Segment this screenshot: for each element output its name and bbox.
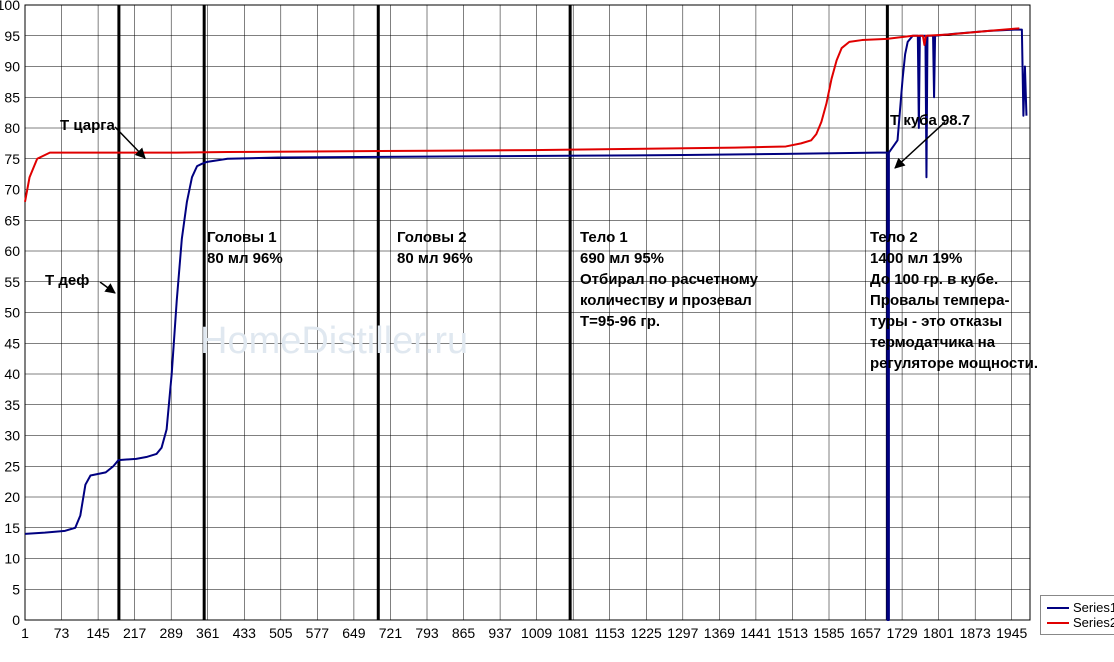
label-t-def: Т деф — [45, 270, 89, 291]
label-telo2: Тело 2 1400 мл 19% До 100 гр. в кубе. Пр… — [870, 227, 1038, 374]
svg-text:1657: 1657 — [850, 625, 881, 641]
svg-text:145: 145 — [86, 625, 110, 641]
svg-text:1: 1 — [21, 625, 29, 641]
svg-text:95: 95 — [4, 28, 20, 44]
svg-text:505: 505 — [269, 625, 293, 641]
svg-text:70: 70 — [4, 182, 20, 198]
legend-swatch-2 — [1047, 622, 1069, 624]
label-golovy2: Головы 2 80 мл 96% — [397, 227, 473, 269]
svg-text:50: 50 — [4, 305, 20, 321]
svg-text:60: 60 — [4, 243, 20, 259]
svg-text:1945: 1945 — [996, 625, 1027, 641]
svg-text:0: 0 — [12, 612, 20, 628]
legend-swatch-1 — [1047, 607, 1069, 609]
svg-text:1225: 1225 — [631, 625, 662, 641]
svg-text:361: 361 — [196, 625, 220, 641]
svg-text:80: 80 — [4, 120, 20, 136]
label-telo1: Тело 1 690 мл 95% Отбирал по расчетному … — [580, 227, 758, 332]
svg-text:577: 577 — [306, 625, 330, 641]
svg-text:15: 15 — [4, 520, 20, 536]
svg-text:73: 73 — [54, 625, 70, 641]
svg-text:100: 100 — [0, 0, 20, 13]
svg-text:1729: 1729 — [887, 625, 918, 641]
svg-text:75: 75 — [4, 151, 20, 167]
svg-text:85: 85 — [4, 89, 20, 105]
svg-text:1081: 1081 — [558, 625, 589, 641]
svg-text:649: 649 — [342, 625, 366, 641]
svg-text:793: 793 — [415, 625, 439, 641]
svg-text:865: 865 — [452, 625, 476, 641]
svg-text:25: 25 — [4, 458, 20, 474]
svg-text:1873: 1873 — [960, 625, 991, 641]
svg-text:289: 289 — [160, 625, 184, 641]
legend: Series1 Series2 — [1040, 595, 1114, 635]
svg-text:1441: 1441 — [740, 625, 771, 641]
legend-item-series2: Series2 — [1047, 615, 1114, 630]
svg-text:433: 433 — [233, 625, 257, 641]
legend-label-2: Series2 — [1073, 615, 1114, 630]
svg-text:1153: 1153 — [595, 625, 625, 641]
svg-text:1297: 1297 — [667, 625, 698, 641]
svg-text:721: 721 — [379, 625, 403, 641]
svg-text:1369: 1369 — [704, 625, 735, 641]
svg-text:30: 30 — [4, 428, 20, 444]
label-t-tsarga: Т царга — [60, 115, 115, 136]
svg-text:10: 10 — [4, 551, 20, 567]
svg-text:55: 55 — [4, 274, 20, 290]
svg-text:65: 65 — [4, 212, 20, 228]
svg-text:1009: 1009 — [521, 625, 552, 641]
svg-text:937: 937 — [488, 625, 512, 641]
svg-text:217: 217 — [123, 625, 147, 641]
svg-text:5: 5 — [12, 581, 20, 597]
svg-text:90: 90 — [4, 59, 20, 75]
legend-label-1: Series1 — [1073, 600, 1114, 615]
svg-text:20: 20 — [4, 489, 20, 505]
svg-text:45: 45 — [4, 335, 20, 351]
label-golovy1: Головы 1 80 мл 96% — [207, 227, 283, 269]
svg-text:1801: 1801 — [923, 625, 954, 641]
label-t-kuba: Т куба 98.7 — [890, 110, 970, 131]
svg-text:40: 40 — [4, 366, 20, 382]
svg-text:1585: 1585 — [813, 625, 844, 641]
chart-container: HomeDistiller.ru 05101520253035404550556… — [0, 0, 1114, 662]
svg-text:1513: 1513 — [777, 625, 808, 641]
svg-text:35: 35 — [4, 397, 20, 413]
legend-item-series1: Series1 — [1047, 600, 1114, 615]
